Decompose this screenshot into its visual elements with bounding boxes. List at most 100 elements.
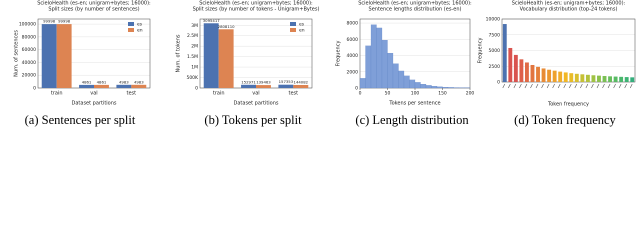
x-tick (585, 83, 589, 89)
x-tick (607, 83, 611, 89)
bar (536, 66, 540, 82)
x-tick (557, 83, 561, 89)
y-tick-label: 2M (191, 44, 198, 50)
y-axis-label: Frequency (336, 41, 342, 67)
bar (218, 29, 234, 88)
bar (131, 84, 147, 88)
bar (513, 54, 518, 82)
y-tick-label: 5000 (489, 48, 501, 54)
x-tick-label: 0 (359, 91, 362, 97)
x-tick (624, 83, 627, 89)
x-tick-label: 50 (385, 91, 391, 97)
y-axis-label: Frequency (478, 38, 484, 64)
y-tick-label: 3M (191, 23, 198, 29)
y-tick-label: 8000 (347, 21, 359, 27)
bar (558, 71, 563, 82)
x-tick-label: train (51, 91, 63, 97)
legend-swatch (128, 28, 134, 32)
legend-label: es (299, 23, 305, 28)
histogram-bar (414, 82, 421, 89)
x-tick-label: val (90, 91, 97, 97)
y-tick-label: 7500 (489, 32, 501, 38)
y-axis-label: Num. of tokens (176, 34, 182, 72)
x-tick (613, 83, 616, 89)
bar (502, 24, 507, 82)
y-axis-label: Num. of sentences (14, 30, 20, 77)
y-tick-label: 2000 (347, 69, 359, 75)
x-tick-label: val (252, 91, 259, 97)
histogram-bar (381, 40, 388, 89)
legend-label: en (137, 29, 143, 34)
y-tick-label: 4000 (347, 53, 359, 59)
histogram-bar (420, 84, 427, 89)
x-tick (629, 83, 633, 89)
chart-title: ScieloHealth (es-en; unigram+bytes; 1600… (512, 1, 626, 7)
legend-label: es (137, 23, 143, 28)
legend-label: en (299, 29, 305, 34)
x-tick (563, 83, 566, 89)
plot-frame (501, 18, 636, 83)
value-label: 2808110 (218, 24, 235, 29)
histogram-bar (365, 45, 372, 89)
chart-title: ScieloHealth (es-en; unigram+bytes; 1600… (358, 1, 472, 7)
value-label: 157353 (279, 79, 294, 84)
x-tick-label: test (127, 91, 137, 97)
x-tick (580, 83, 583, 89)
histogram-bar (436, 86, 443, 89)
value-label: 4861 (97, 79, 107, 84)
bar (519, 59, 524, 82)
x-tick (602, 83, 605, 89)
x-axis-label: Token frequency (547, 102, 589, 108)
x-tick-label: 200 (466, 91, 475, 97)
bar (41, 24, 57, 88)
histogram-bar (387, 52, 394, 89)
bar (580, 74, 585, 82)
bar (56, 24, 72, 88)
y-tick-label: 1M (191, 65, 198, 71)
x-tick (569, 83, 572, 89)
x-tick (546, 83, 550, 89)
x-tick (502, 83, 506, 89)
bar (241, 84, 256, 88)
value-label: 99998 (58, 19, 71, 24)
value-label: 152971 (241, 79, 256, 84)
bar (508, 47, 513, 82)
bar (608, 76, 613, 82)
bar (591, 75, 596, 82)
y-tick-label: 0 (195, 86, 198, 92)
chart-subtitle: Split sizes (by number of tokens - Unigr… (193, 7, 320, 13)
value-label: 4983 (119, 79, 129, 84)
x-tick (596, 83, 600, 89)
y-tick-label: 40000 (22, 60, 36, 66)
x-tick-label: test (289, 91, 299, 97)
histogram-bar (359, 78, 366, 89)
bar (116, 84, 132, 88)
x-tick (541, 83, 544, 89)
x-tick (591, 83, 594, 89)
value-label: 99998 (43, 19, 56, 24)
bar (574, 73, 579, 82)
x-axis-label: Dataset partitions (234, 101, 279, 107)
y-tick-label: 0 (33, 86, 36, 92)
y-tick-label: 2500 (489, 64, 501, 70)
y-tick-label: 500K (186, 75, 199, 81)
bar (624, 77, 629, 82)
x-axis-label: Tokens per sentence (388, 101, 440, 107)
chart-subtitle: Split sizes (by number of sentences) (48, 7, 139, 13)
bar (613, 76, 618, 82)
bar (547, 69, 552, 82)
chart-title: ScieloHealth (es-en; unigram+bytes; 1600… (199, 1, 313, 7)
x-tick (535, 83, 539, 89)
chart-title: ScieloHealth (es-en; unigram+bytes; 1600… (37, 1, 151, 7)
value-label: 4861 (82, 79, 92, 84)
histogram-bar (447, 87, 454, 89)
x-tick (618, 83, 622, 89)
histogram-bar (370, 24, 377, 89)
chart-subtitle: Sentence lengths distribution (es-en) (369, 7, 462, 13)
caption: (b) Tokens per split (204, 113, 302, 127)
caption: (a) Sentences per split (25, 113, 136, 127)
value-label: 139463 (256, 80, 271, 85)
chart-subtitle: Vocabulary distribution (top-24 tokens) (520, 7, 618, 13)
histogram-bar (425, 85, 432, 89)
bar (619, 76, 624, 82)
